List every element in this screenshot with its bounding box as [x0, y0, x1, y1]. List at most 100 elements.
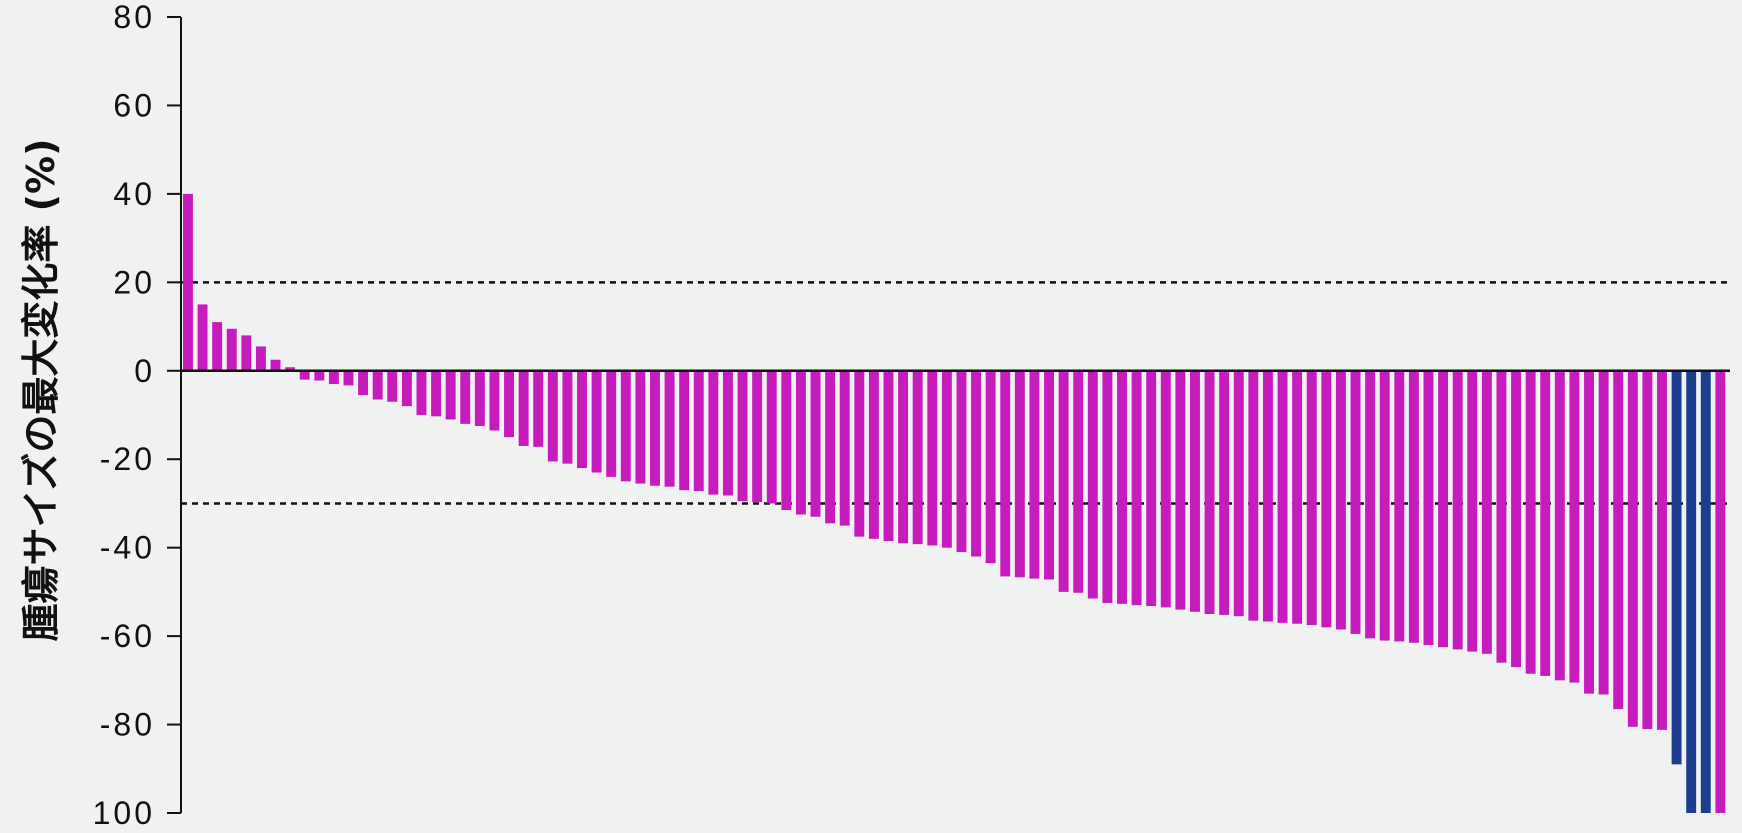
bar-65: [1117, 370, 1127, 604]
bar-50: [898, 370, 909, 544]
bar-31: [620, 370, 631, 482]
bar-27: [562, 370, 573, 464]
bar-26: [547, 370, 558, 462]
bar-45: [825, 370, 836, 524]
bar-96: [1569, 370, 1580, 683]
bar-43: [795, 370, 806, 515]
bar-14: [372, 370, 383, 400]
bar-102: [1657, 370, 1667, 730]
bar-23: [504, 370, 514, 438]
bar-20: [460, 370, 471, 424]
y-tick-label-3: 20: [113, 264, 155, 300]
y-tick-label-9: 100: [93, 795, 155, 829]
bar-56: [985, 370, 996, 564]
y-tick-label-5: -20: [100, 441, 155, 477]
bar-33: [650, 370, 660, 486]
bar-72: [1219, 370, 1230, 615]
bar-28: [577, 370, 587, 469]
bar-46: [839, 370, 850, 526]
bar-89: [1467, 370, 1478, 652]
bar-55: [971, 370, 982, 557]
bar-77: [1292, 370, 1303, 624]
bar-79: [1321, 370, 1332, 628]
y-tick-label-8: -80: [100, 707, 155, 743]
bar-48: [868, 370, 879, 539]
y-tick-label-7: -60: [100, 618, 155, 654]
bar-67: [1146, 370, 1157, 607]
bar-69: [1175, 370, 1186, 610]
bar-104: [1686, 370, 1697, 813]
bar-73: [1233, 370, 1244, 617]
bar-32: [635, 370, 646, 484]
bar-105: [1700, 370, 1711, 813]
bar-59: [1029, 370, 1040, 579]
bar-12: [343, 370, 354, 386]
bar-62: [1073, 370, 1084, 593]
bar-68: [1160, 370, 1171, 608]
bar-29: [591, 370, 602, 473]
bar-21: [474, 370, 485, 427]
bar-11: [328, 370, 339, 385]
bar-92: [1511, 370, 1521, 668]
bar-84: [1394, 370, 1405, 642]
y-tick-label-1: 60: [113, 87, 155, 123]
bar-10: [314, 370, 325, 381]
bar-49: [883, 370, 894, 542]
bar-39: [737, 370, 748, 502]
bar-57: [1000, 370, 1011, 577]
bar-61: [1058, 370, 1069, 592]
y-tick-label-6: -40: [100, 530, 155, 566]
bar-13: [358, 370, 369, 396]
bar-18: [431, 370, 442, 417]
bar-63: [1087, 370, 1098, 599]
bar-74: [1248, 370, 1259, 621]
bar-5: [241, 335, 252, 371]
bar-60: [1044, 370, 1054, 580]
bar-4: [226, 328, 237, 371]
bar-99: [1613, 370, 1624, 710]
y-ticks: 80 60 40 20 0 -20 -40 -60 -80 100: [93, 0, 181, 831]
bar-9: [299, 370, 310, 380]
bar-19: [445, 370, 456, 420]
bar-80: [1335, 370, 1346, 630]
bar-42: [781, 370, 792, 511]
bar-100: [1627, 370, 1638, 727]
bar-87: [1438, 370, 1449, 648]
bar-81: [1350, 370, 1361, 634]
bar-66: [1131, 370, 1142, 606]
bar-7: [270, 359, 281, 371]
bar-106: [1715, 370, 1726, 813]
bar-83: [1379, 370, 1390, 641]
bar-series: [183, 193, 1726, 813]
bar-70: [1190, 370, 1200, 612]
bar-6: [255, 346, 266, 371]
bar-25: [533, 370, 544, 447]
bar-15: [387, 370, 398, 402]
y-axis-label: 腫瘍サイズの最大変化率 (%): [19, 139, 63, 642]
bar-101: [1642, 370, 1653, 729]
bar-41: [766, 370, 777, 504]
bar-88: [1452, 370, 1463, 650]
bar-44: [810, 370, 821, 517]
bar-71: [1204, 370, 1215, 614]
bar-51: [912, 370, 923, 545]
bar-52: [927, 370, 938, 546]
bar-78: [1306, 370, 1317, 626]
bar-38: [722, 370, 733, 496]
bar-35: [679, 370, 690, 491]
bar-86: [1423, 370, 1434, 645]
axes: [180, 17, 1730, 813]
bar-16: [401, 370, 412, 407]
bar-24: [518, 370, 529, 446]
bar-54: [956, 370, 967, 553]
bar-93: [1525, 370, 1536, 674]
bar-17: [416, 370, 427, 415]
bar-103: [1671, 370, 1682, 765]
y-tick-label-4: 0: [134, 353, 155, 389]
bar-22: [489, 370, 500, 431]
bar-8: [285, 367, 296, 371]
bar-1: [183, 193, 193, 371]
bar-64: [1102, 370, 1113, 603]
